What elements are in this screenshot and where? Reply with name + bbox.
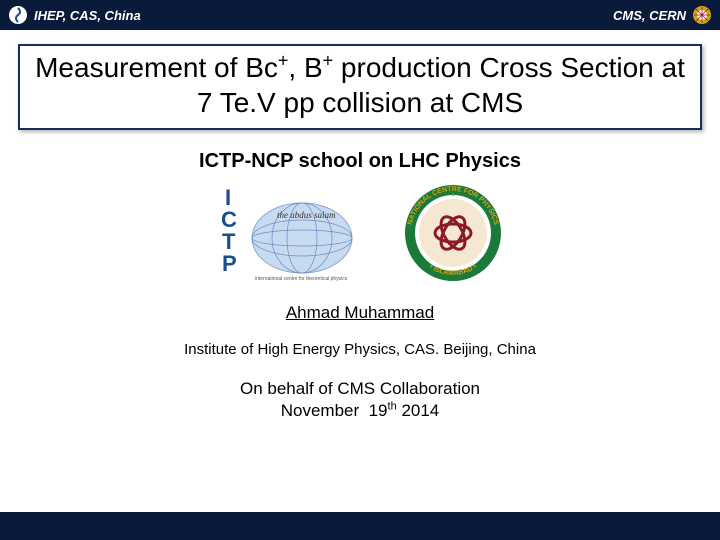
header-left: IHEP, CAS, China [8, 5, 141, 25]
cms-logo-icon [692, 5, 712, 25]
header-bar: IHEP, CAS, China CMS, CERN [0, 0, 720, 30]
ncp-logo-icon: NATIONAL CENTRE FOR PHYSICS • ISLAMABAD … [403, 183, 503, 283]
logos-row: I C T P the abdus salam international ce… [0, 183, 720, 283]
title-box: Measurement of Bc+, B+ production Cross … [18, 44, 702, 130]
behalf-block: On behalf of CMS Collaboration November … [0, 378, 720, 422]
author-name: Ahmad Muhammad [0, 303, 720, 323]
footer-bar [0, 512, 720, 540]
date-line: November 19th 2014 [0, 400, 720, 422]
svg-text:the abdus salam: the abdus salam [277, 210, 336, 220]
ictp-logo-icon: I C T P the abdus salam international ce… [217, 183, 367, 283]
header-left-text: IHEP, CAS, China [34, 8, 141, 23]
ictp-logo: I C T P the abdus salam international ce… [217, 183, 367, 283]
header-right: CMS, CERN [613, 5, 712, 25]
subtitle: ICTP-NCP school on LHC Physics [0, 150, 720, 173]
behalf-line: On behalf of CMS Collaboration [0, 378, 720, 400]
ncp-logo: NATIONAL CENTRE FOR PHYSICS • ISLAMABAD … [403, 183, 503, 283]
slide-title: Measurement of Bc+, B+ production Cross … [34, 50, 686, 120]
ihep-logo-icon [8, 5, 28, 25]
svg-text:P: P [222, 251, 237, 276]
affiliation: Institute of High Energy Physics, CAS. B… [0, 341, 720, 358]
header-right-text: CMS, CERN [613, 8, 686, 23]
svg-text:international centre for theor: international centre for theoretical phy… [255, 276, 348, 282]
